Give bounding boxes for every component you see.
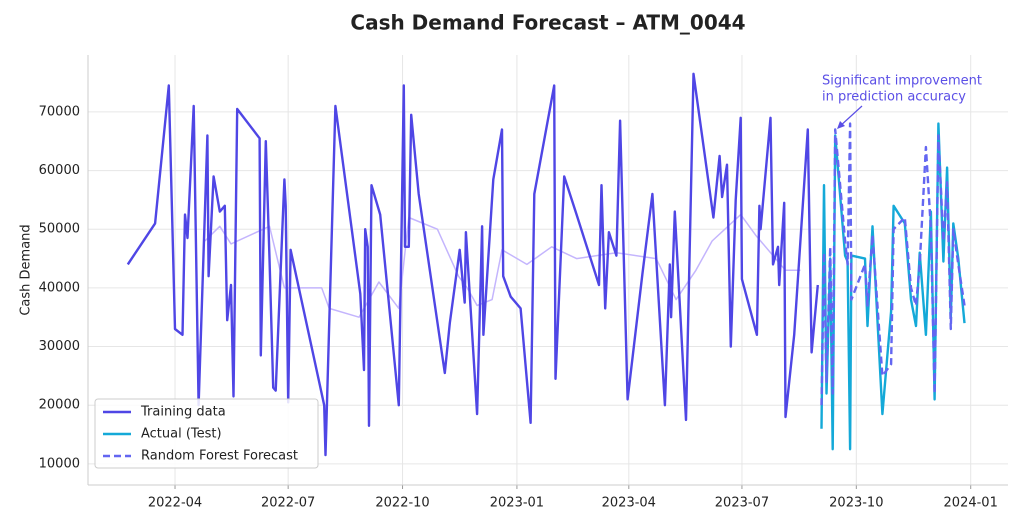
- legend: Training data Actual (Test) Random Forest …: [94, 398, 319, 469]
- series-line: [126, 72, 819, 457]
- x-tick-label: 2022-07: [261, 496, 315, 511]
- series-line: [204, 213, 801, 318]
- legend-label: Training data: [140, 405, 226, 420]
- annotation-text: in prediction accuracy: [822, 90, 966, 105]
- y-tick-label: 70000: [39, 104, 80, 119]
- series-line: [820, 122, 966, 451]
- x-tick-label: 2022-04: [148, 496, 202, 511]
- x-tick-label: 2023-07: [715, 496, 769, 511]
- annotation-arrow: [838, 105, 863, 128]
- x-tick-label: 2023-10: [829, 496, 883, 511]
- x-tick-label: 2022-10: [375, 496, 429, 511]
- legend-label: Actual (Test): [141, 427, 222, 442]
- x-tick-label: 2024-01: [944, 496, 998, 511]
- series-line: [820, 122, 966, 406]
- y-tick-label: 10000: [39, 456, 80, 471]
- x-tick-label: 2023-01: [490, 496, 544, 511]
- y-tick-label: 30000: [39, 339, 80, 354]
- legend-label: Random Forest Forecast: [141, 449, 298, 464]
- y-tick-label: 50000: [39, 222, 80, 237]
- annotation-arrowhead: [837, 121, 845, 129]
- annotation-text: Significant improvement: [822, 74, 982, 89]
- y-axis-label: Cash Demand: [19, 224, 34, 315]
- chart-title: Cash Demand Forecast – ATM_0044: [350, 11, 745, 35]
- x-tick-label: 2023-04: [602, 496, 656, 511]
- y-tick-label: 60000: [39, 163, 80, 178]
- y-tick-label: 20000: [39, 398, 80, 413]
- y-tick-label: 40000: [39, 280, 80, 295]
- legend-box: [94, 398, 319, 469]
